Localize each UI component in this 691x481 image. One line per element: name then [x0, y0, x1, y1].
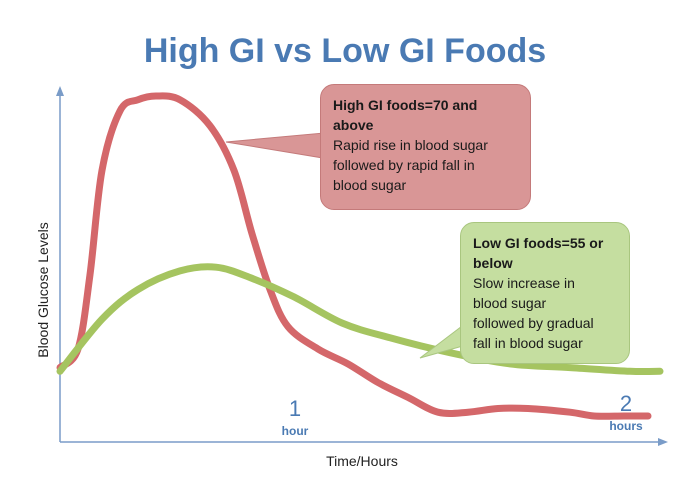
low-gi-callout: Low GI foods=55 or below Slow increase i…: [460, 222, 630, 364]
series-layer: [56, 92, 664, 420]
x-tick-2-unit: hours: [609, 419, 643, 433]
high-gi-callout-heading-line2: above: [333, 117, 374, 133]
x-tick-1-value: 1: [289, 396, 301, 421]
low-gi-curve: [56, 263, 664, 376]
low-gi-callout-body-line2: blood sugar: [473, 295, 547, 311]
chart-title: High GI vs Low GI Foods: [144, 32, 546, 70]
low-gi-callout-heading-line2: below: [473, 255, 513, 271]
high-gi-callout-pointer: [225, 131, 336, 161]
x-tick-1-unit: hour: [282, 424, 309, 438]
high-gi-callout-body-line3: blood sugar: [333, 177, 407, 193]
y-axis-label: Blood Glucose Levels: [35, 222, 51, 357]
high-gi-curve: [56, 92, 652, 420]
low-gi-callout-body-line3: followed by gradual: [473, 315, 594, 331]
x-axis-arrow: [658, 438, 668, 446]
y-axis-arrow: [56, 86, 64, 96]
low-gi-callout-body-line1: Slow increase in: [473, 275, 575, 291]
low-gi-callout-heading-line1: Low GI foods=55 or: [473, 235, 604, 251]
high-gi-callout: High GI foods=70 and above Rapid rise in…: [320, 84, 531, 210]
low-gi-callout-body-line4: fall in blood sugar: [473, 335, 583, 351]
high-gi-callout-heading-line1: High GI foods=70 and: [333, 97, 478, 113]
x-tick-2-value: 2: [620, 391, 632, 416]
high-gi-callout-body-line2: followed by rapid fall in: [333, 157, 475, 173]
high-gi-callout-body-line1: Rapid rise in blood sugar: [333, 137, 488, 153]
x-axis-label: Time/Hours: [326, 453, 398, 469]
